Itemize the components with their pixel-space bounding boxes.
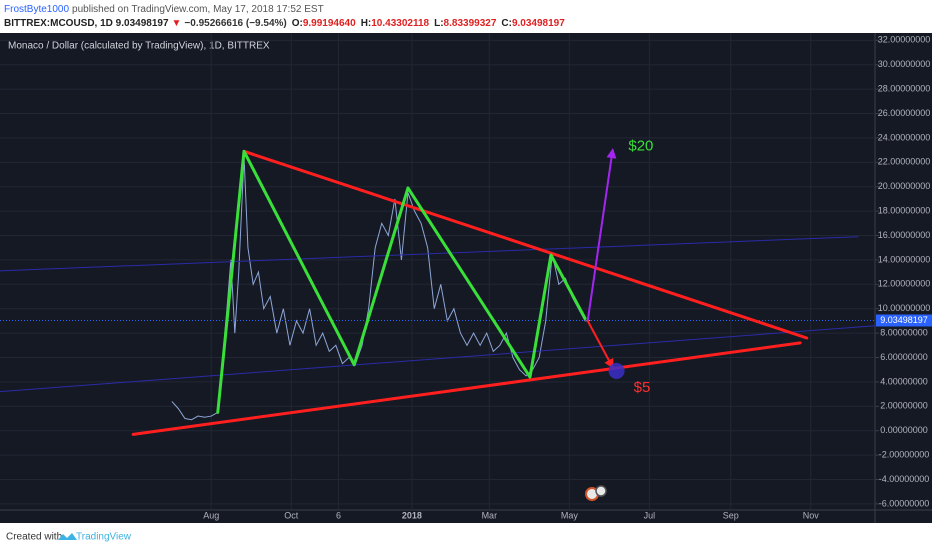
ohlc-label: C:	[501, 18, 512, 29]
footer-created: Created with	[6, 532, 62, 543]
x-tick-label: May	[561, 510, 579, 520]
x-tick-label: Nov	[803, 510, 820, 520]
x-tick-label: Aug	[203, 510, 219, 520]
y-tick-label: -4.00000000	[879, 474, 930, 484]
author[interactable]: FrostByte1000	[4, 4, 69, 15]
y-tick-label: 32.00000000	[878, 35, 931, 45]
y-tick-label: 26.00000000	[878, 108, 931, 118]
ohlc-value: 9.03498197	[512, 18, 565, 29]
y-tick-label: 2.00000000	[880, 401, 928, 411]
target-circle	[608, 362, 625, 379]
y-tick-label: 10.00000000	[878, 303, 931, 313]
trend-line	[0, 325, 875, 393]
y-tick-label: -2.00000000	[879, 449, 930, 459]
logo	[585, 485, 607, 501]
brand-logo	[58, 533, 77, 540]
y-tick-label: 0.00000000	[880, 425, 928, 435]
published: published on TradingView.com, May 17, 20…	[72, 4, 324, 15]
price-line	[171, 156, 591, 421]
header-line-1: FrostByte1000 published on TradingView.co…	[4, 4, 324, 15]
trend-line	[131, 341, 802, 436]
y-tick-label: 20.00000000	[878, 181, 931, 191]
last-price-box	[876, 314, 932, 327]
header-line-2: BITTREX:MCOUSD, 1D 9.03498197 ▼ −0.9526661…	[4, 18, 565, 29]
y-tick-label: -6.00000000	[879, 498, 930, 508]
x-tick-label: Jul	[644, 510, 656, 520]
change-arrow: ▼	[172, 18, 182, 29]
trend-line	[0, 236, 859, 272]
ohlc-label: O:	[292, 18, 303, 29]
y-tick-label: 22.00000000	[878, 157, 931, 167]
last-price-label: 9.03498197	[880, 315, 928, 325]
y-tick-label: 30.00000000	[878, 59, 931, 69]
ohlc-value: 8.83399327	[444, 18, 497, 29]
trend-line	[216, 149, 587, 414]
annotation: $20	[628, 137, 653, 154]
y-tick-label: 14.00000000	[878, 254, 931, 264]
x-tick-label: 2018	[402, 510, 422, 520]
plot-area: $20 $5	[0, 33, 875, 510]
change: −0.95266616 (−9.54%)	[184, 18, 286, 29]
x-tick-label: Mar	[482, 510, 498, 520]
y-tick-label: 8.00000000	[880, 327, 928, 337]
y-tick-label: 6.00000000	[880, 352, 928, 362]
y-tick-label: 4.00000000	[880, 376, 928, 386]
footer-brand[interactable]: TradingView	[76, 532, 132, 543]
ohlc-value: 9.99194640	[303, 18, 356, 29]
y-tick-label: 24.00000000	[878, 132, 931, 142]
chart-title: Monaco / Dollar (calculated by TradingVi…	[8, 41, 270, 52]
x-tick-label: 6	[336, 510, 341, 520]
trend-line	[242, 149, 809, 340]
x-tick-label: Oct	[284, 510, 299, 520]
ohlc-label: L:	[434, 18, 443, 29]
x-tick-label: Sep	[723, 510, 739, 520]
y-tick-label: 12.00000000	[878, 279, 931, 289]
arrow	[586, 148, 617, 322]
y-tick-label: 28.00000000	[878, 83, 931, 93]
y-tick-label: 16.00000000	[878, 230, 931, 240]
symbol: BITTREX:MCOUSD, 1D 9.03498197	[4, 18, 169, 29]
ohlc-label: H:	[361, 18, 372, 29]
y-tick-label: 18.00000000	[878, 205, 931, 215]
annotation: $5	[634, 379, 651, 396]
ohlc-value: 10.43302118	[371, 18, 429, 29]
arrow	[586, 319, 614, 370]
